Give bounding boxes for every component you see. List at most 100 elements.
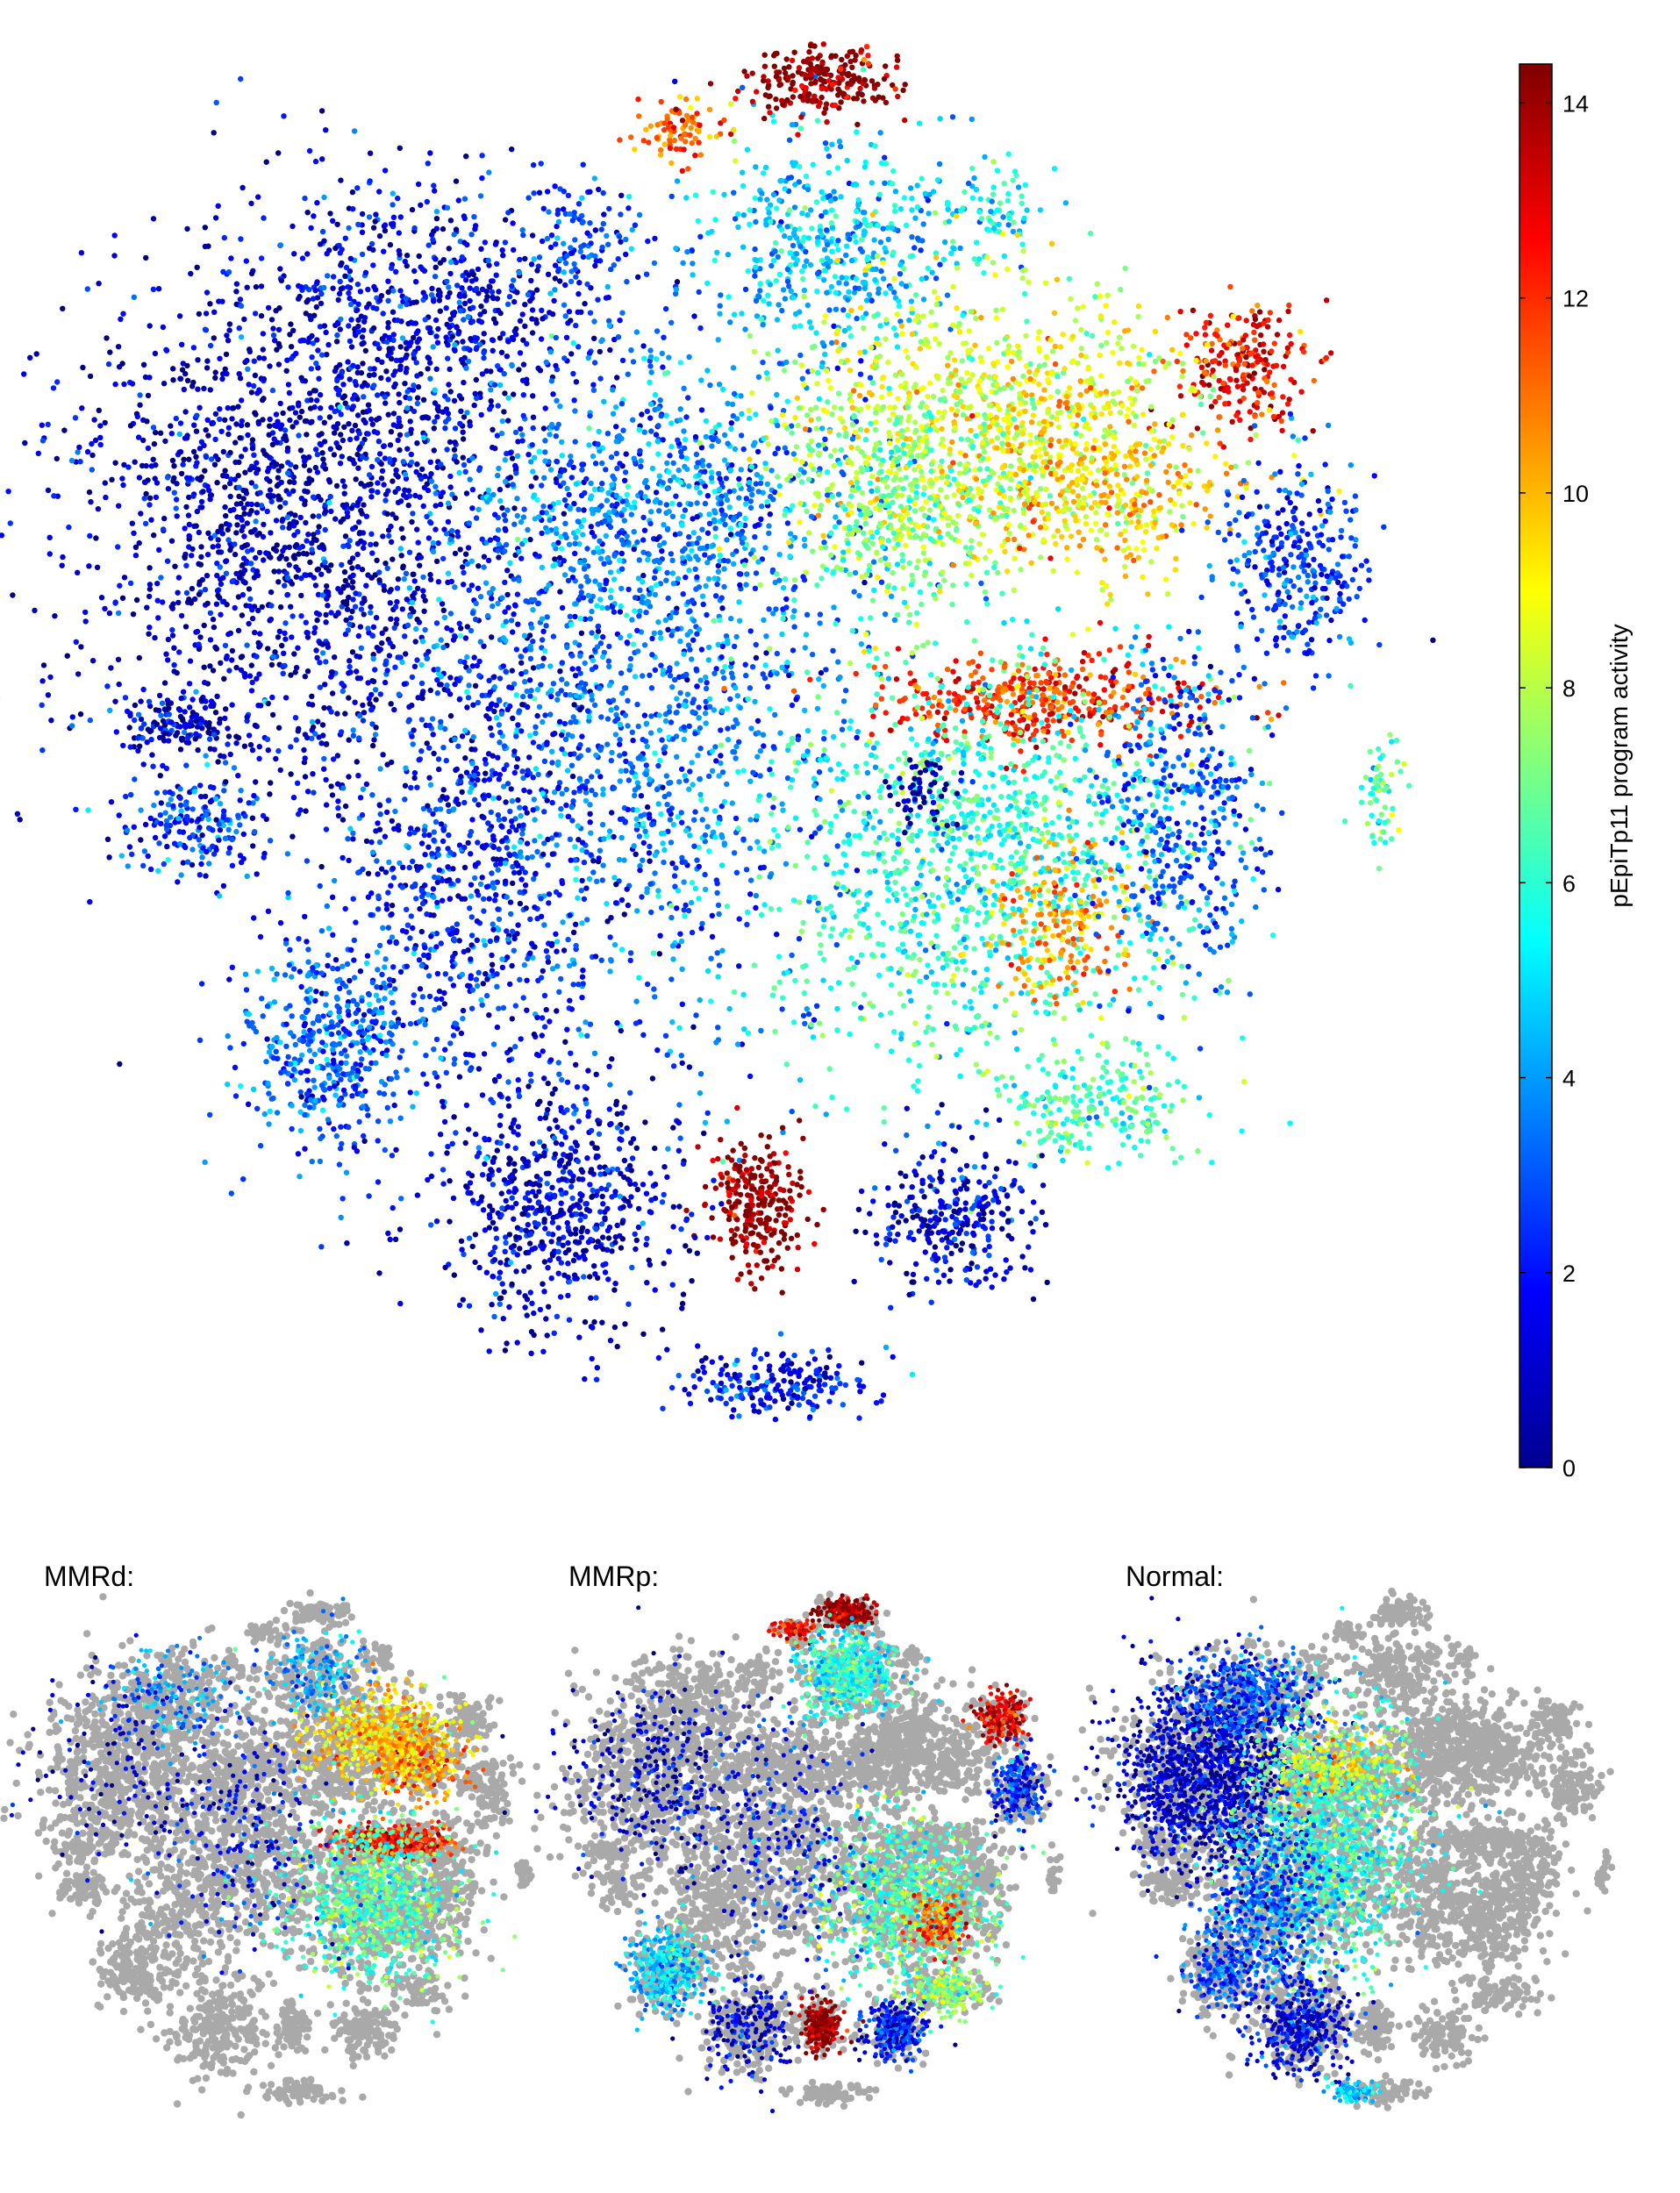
data-point xyxy=(454,459,460,464)
data-point xyxy=(377,766,382,771)
data-point xyxy=(305,668,311,674)
data-point xyxy=(221,676,226,682)
data-point xyxy=(347,658,352,663)
data-point xyxy=(661,671,666,676)
data-point xyxy=(694,857,699,862)
data-point xyxy=(360,211,365,217)
data-point xyxy=(137,655,142,661)
data-point xyxy=(726,737,731,742)
data-point xyxy=(382,228,388,233)
data-point xyxy=(674,754,679,760)
data-point xyxy=(735,693,740,698)
data-point xyxy=(39,678,45,683)
data-point xyxy=(270,442,275,447)
data-point xyxy=(633,998,639,1004)
data-point xyxy=(538,896,543,901)
data-point xyxy=(460,564,465,569)
data-point xyxy=(303,774,308,779)
data-point xyxy=(275,150,281,155)
data-point xyxy=(466,682,471,688)
data-point xyxy=(781,585,786,590)
data-point xyxy=(584,546,590,551)
data-point xyxy=(90,658,96,663)
data-point xyxy=(714,582,719,587)
data-point xyxy=(741,446,747,452)
data-point xyxy=(407,585,412,590)
data-point xyxy=(296,728,301,733)
data-point xyxy=(599,461,604,466)
data-point xyxy=(682,907,687,912)
data-point xyxy=(32,608,37,613)
data-point xyxy=(202,468,207,474)
data-point xyxy=(414,440,419,446)
data-point xyxy=(211,617,216,622)
data-point xyxy=(517,270,522,275)
data-point xyxy=(398,344,404,349)
data-point xyxy=(309,366,314,371)
data-point xyxy=(175,590,180,596)
data-point xyxy=(350,206,355,211)
data-point xyxy=(585,747,590,753)
data-point xyxy=(383,368,389,374)
data-point xyxy=(573,877,578,882)
data-point xyxy=(304,620,309,625)
data-point xyxy=(371,656,376,661)
data-point xyxy=(834,942,840,947)
data-point xyxy=(225,405,231,411)
data-point xyxy=(805,728,811,733)
data-point xyxy=(118,317,123,322)
data-point xyxy=(303,755,308,761)
data-point xyxy=(282,582,287,588)
data-point xyxy=(86,563,91,568)
data-point xyxy=(160,701,165,706)
data-point xyxy=(346,695,351,700)
data-point xyxy=(503,217,508,222)
data-point xyxy=(324,596,329,602)
data-point xyxy=(464,654,469,660)
data-point xyxy=(748,725,754,731)
data-point xyxy=(436,596,441,602)
data-point xyxy=(625,723,630,728)
data-point xyxy=(344,265,349,270)
data-point xyxy=(983,596,989,601)
data-point xyxy=(347,437,353,442)
data-point xyxy=(618,604,624,609)
data-point xyxy=(354,307,360,312)
data-point xyxy=(144,463,149,468)
data-point xyxy=(453,425,458,431)
data-point xyxy=(424,414,429,419)
data-point xyxy=(172,564,177,569)
data-point xyxy=(433,333,439,339)
data-point xyxy=(733,634,739,639)
data-point xyxy=(529,483,534,489)
data-point xyxy=(608,525,613,530)
data-point xyxy=(294,419,299,425)
data-point xyxy=(454,325,460,330)
data-point xyxy=(433,265,439,270)
data-point xyxy=(372,667,377,672)
data-point xyxy=(628,656,633,661)
data-point xyxy=(301,551,306,556)
data-point xyxy=(261,215,266,220)
data-point xyxy=(521,361,526,367)
data-point xyxy=(276,725,282,731)
data-point xyxy=(162,439,168,444)
data-point xyxy=(604,295,609,300)
data-point xyxy=(513,470,518,475)
data-point xyxy=(326,568,332,573)
data-point xyxy=(706,774,711,779)
data-point xyxy=(295,646,300,651)
data-point xyxy=(373,541,378,546)
data-point xyxy=(411,951,417,956)
data-point xyxy=(242,470,247,475)
data-point xyxy=(657,727,662,732)
data-point xyxy=(290,424,295,429)
data-point xyxy=(648,428,654,433)
data-point xyxy=(309,354,314,360)
data-point xyxy=(195,629,200,634)
data-point xyxy=(328,446,333,452)
data-point xyxy=(211,130,217,135)
data-point xyxy=(572,844,577,849)
data-point xyxy=(476,318,482,324)
data-point xyxy=(578,1032,583,1038)
